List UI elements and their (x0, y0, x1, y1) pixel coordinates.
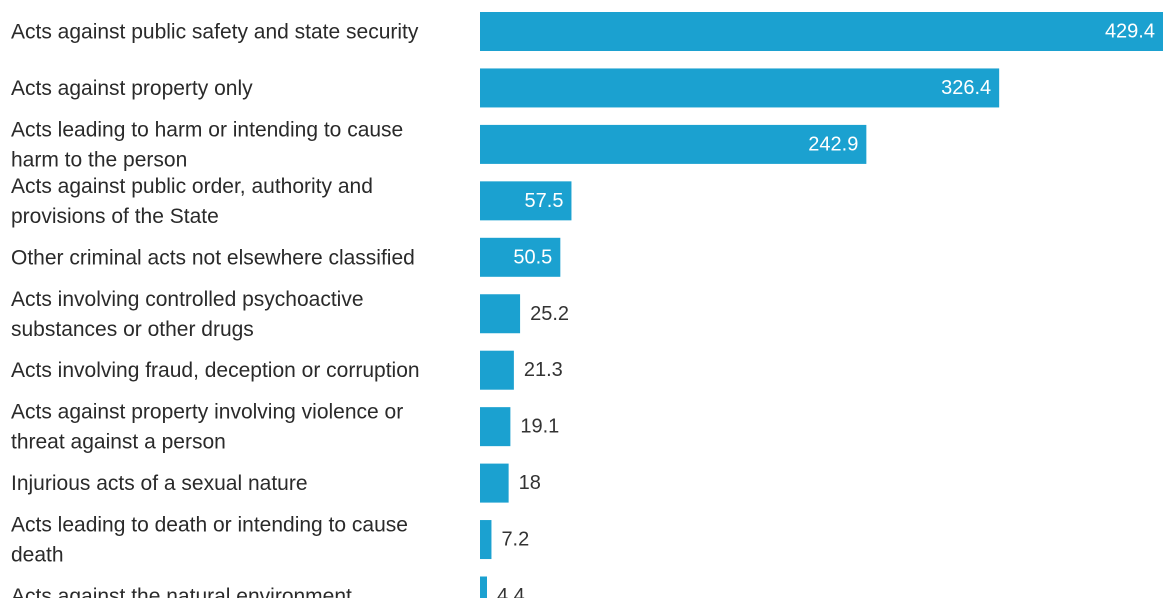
category-label-line: threat against a person (11, 430, 226, 453)
category-label: Acts leading to death or intending to ca… (11, 513, 408, 566)
category-label-line: death (11, 543, 64, 566)
value-label: 19.1 (520, 416, 559, 438)
category-label: Acts involving controlled psychoactive su… (11, 287, 364, 340)
bar-row: Acts leading to harm or intending to cau… (11, 118, 867, 171)
value-label: 429.4 (1105, 21, 1155, 43)
category-label-line: substances or other drugs (11, 317, 254, 340)
value-label: 57.5 (525, 190, 564, 212)
bar-row: Acts involving fraud, deception or corru… (11, 350, 563, 390)
bar (480, 181, 572, 221)
value-label: 50.5 (513, 246, 552, 268)
category-label-line: Acts against property involving violence… (11, 400, 403, 423)
bar-row: Acts involving controlled psychoactive su… (11, 287, 569, 340)
bar-row: Other criminal acts not elsewhere classi… (11, 237, 561, 277)
category-label-line: Other criminal acts not elsewhere classi… (11, 246, 415, 269)
bar (480, 576, 487, 598)
bar (480, 237, 561, 277)
value-label: 21.3 (524, 359, 563, 381)
category-label-line: harm to the person (11, 148, 187, 171)
bar (480, 12, 1163, 51)
category-label-line: Acts against public safety and state sec… (11, 20, 419, 43)
bar-row: Acts leading to death or intending to ca… (11, 513, 529, 566)
category-label: Acts against public order, authority and… (11, 174, 373, 227)
bar (480, 520, 492, 560)
bar (480, 407, 511, 447)
category-label: Other criminal acts not elsewhere classi… (11, 246, 415, 269)
bar-row: Acts against public safety and state sec… (11, 12, 1163, 51)
value-label: 4.4 (497, 585, 525, 598)
category-label-line: Acts leading to harm or intending to cau… (11, 118, 403, 141)
bar-row: Acts against property only 326.4 (11, 68, 1000, 108)
category-label-line: Acts against the natural environment (11, 585, 352, 598)
category-label-line: Acts against public order, authority and (11, 174, 373, 197)
category-label-line: Acts against property only (11, 76, 253, 99)
category-label: Acts against property involving violence… (11, 400, 403, 453)
category-label: Acts against property only (11, 76, 253, 99)
category-label-line: Acts involving controlled psychoactive (11, 287, 364, 310)
value-label: 242.9 (808, 133, 858, 155)
category-label: Acts involving fraud, deception or corru… (11, 359, 420, 382)
bar-row: Injurious acts of a sexual nature 18 (11, 463, 541, 503)
category-label-line: provisions of the State (11, 204, 219, 227)
value-label: 18 (519, 472, 541, 494)
value-label: 7.2 (501, 529, 529, 551)
bar-row: Acts against property involving violence… (11, 400, 559, 453)
category-label-line: Acts involving fraud, deception or corru… (11, 359, 420, 382)
value-label: 25.2 (530, 303, 569, 325)
bar (480, 350, 514, 390)
value-label: 326.4 (941, 77, 991, 99)
category-label: Injurious acts of a sexual nature (11, 472, 308, 495)
category-label-line: Injurious acts of a sexual nature (11, 472, 308, 495)
bar-row: Acts against the natural environment 4.4 (11, 576, 525, 598)
bar (480, 463, 509, 503)
category-label-line: Acts leading to death or intending to ca… (11, 513, 408, 536)
category-label: Acts leading to harm or intending to cau… (11, 118, 403, 171)
bar (480, 68, 1000, 108)
category-label: Acts against the natural environment (11, 585, 352, 598)
bar (480, 294, 521, 334)
bar-row: Acts against public order, authority and… (11, 174, 572, 227)
bar (480, 124, 867, 164)
category-label: Acts against public safety and state sec… (11, 20, 419, 43)
